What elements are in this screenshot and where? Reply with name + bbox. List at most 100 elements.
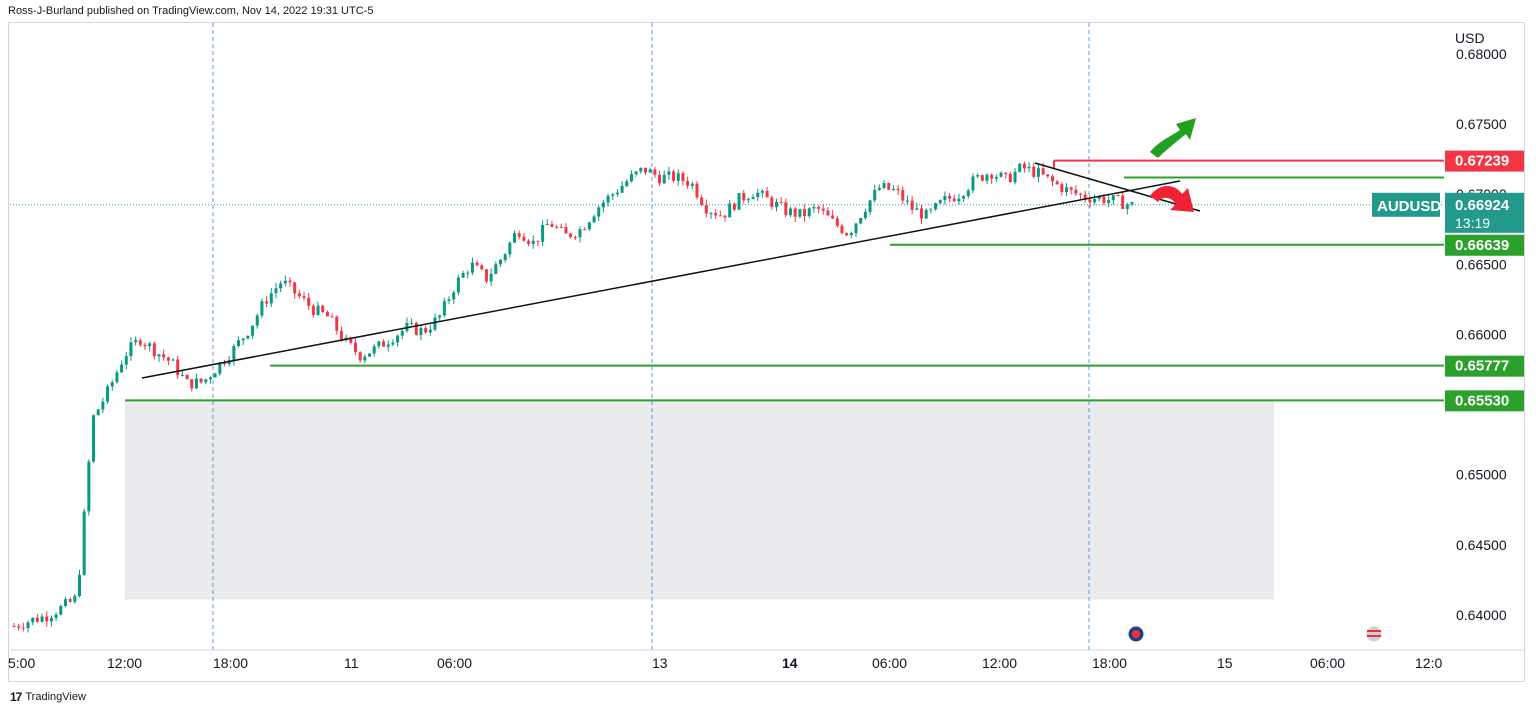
- candle-body: [171, 359, 175, 361]
- candle-body: [564, 227, 568, 234]
- level-tag: [1445, 150, 1524, 172]
- candle-body: [681, 173, 685, 182]
- candle-body: [1027, 166, 1031, 169]
- us-event-flag-icon[interactable]: [1365, 625, 1383, 643]
- candle-body: [1121, 195, 1125, 209]
- candle-body: [1013, 171, 1017, 183]
- candle-body: [1036, 168, 1040, 177]
- candle-body: [601, 202, 605, 208]
- candle-body: [129, 342, 133, 357]
- symbol-tag: [1372, 192, 1440, 217]
- candle-body: [732, 203, 736, 210]
- candle-body: [541, 225, 545, 242]
- candle-body: [391, 342, 395, 345]
- candlestick-chart[interactable]: USD0.640000.645000.650000.655000.660000.…: [0, 0, 1536, 690]
- candle-body: [583, 229, 587, 231]
- candle-body: [760, 190, 764, 193]
- bear-arrow-shape: [1150, 185, 1194, 212]
- candle-body: [714, 213, 718, 216]
- x-tick-label: 18:00: [213, 655, 248, 671]
- candle-body: [269, 293, 273, 304]
- price-tag-label: 0.66924: [1455, 197, 1510, 214]
- x-tick-label: 11: [344, 655, 359, 671]
- tradingview-brand: 17 TradingView: [10, 690, 86, 704]
- candle-body: [40, 616, 44, 622]
- candle-body: [789, 208, 793, 216]
- candle-body: [1097, 196, 1101, 200]
- candle-body: [826, 210, 830, 216]
- candle-body: [905, 200, 909, 202]
- candle-body: [26, 622, 30, 629]
- level-tag-label: 0.67239: [1455, 153, 1509, 170]
- rising-trendline: [141, 180, 1181, 379]
- candle-body: [1107, 200, 1111, 204]
- candle-body: [723, 215, 727, 218]
- candle-body: [891, 188, 895, 190]
- candle-body: [798, 209, 802, 217]
- candle-body: [690, 183, 694, 186]
- candle-body: [353, 342, 357, 353]
- candle-body: [372, 346, 376, 354]
- candle-body: [1125, 204, 1129, 209]
- candle-body: [695, 183, 699, 198]
- candle-body: [658, 174, 662, 184]
- candle-body: [199, 378, 203, 383]
- candle-body: [919, 208, 923, 219]
- y-tick-label: 0.64500: [1456, 537, 1507, 553]
- candle-body: [999, 172, 1003, 177]
- candle-body: [868, 200, 872, 212]
- candle-body: [784, 202, 788, 216]
- candle-body: [1116, 195, 1120, 197]
- candle-body: [424, 328, 428, 333]
- candle-body: [489, 273, 493, 282]
- symbol-tag-label: AUDUSD: [1377, 198, 1441, 215]
- candle-body: [770, 197, 774, 208]
- candle-body: [143, 344, 147, 347]
- candle-body: [419, 328, 423, 335]
- candle-body: [756, 192, 760, 197]
- candle-body: [1018, 163, 1022, 172]
- au-event-flag-icon[interactable]: [1127, 625, 1145, 643]
- candle-body: [606, 195, 610, 203]
- candle-body: [1079, 193, 1083, 195]
- candle-body: [966, 190, 970, 197]
- candle-body: [915, 208, 919, 210]
- candle-body: [330, 316, 334, 318]
- candle-body: [208, 377, 212, 380]
- candle-body: [92, 415, 96, 462]
- candle-body: [480, 265, 484, 270]
- candle-body: [587, 222, 591, 230]
- candle-body: [325, 312, 329, 317]
- candle-body: [962, 196, 966, 199]
- x-tick-label: 15: [1217, 655, 1233, 671]
- candle-body: [901, 190, 905, 201]
- y-tick-label: 0.66500: [1456, 256, 1507, 272]
- candle-body: [625, 181, 629, 186]
- candle-body: [456, 277, 460, 293]
- candle-body: [31, 617, 35, 623]
- candle-body: [386, 344, 390, 347]
- candle-body: [21, 627, 25, 629]
- candle-body: [545, 224, 549, 226]
- candle-body: [255, 315, 259, 326]
- candle-body: [96, 409, 100, 416]
- candle-body: [335, 316, 339, 331]
- level-tag: [1445, 390, 1524, 412]
- candle-body: [358, 352, 362, 361]
- currency-label: USD: [1455, 30, 1485, 46]
- candle-body: [232, 346, 236, 361]
- candle-body: [1088, 199, 1092, 203]
- candle-body: [522, 236, 526, 241]
- candle-body: [410, 322, 414, 324]
- x-tick-label: 13: [652, 655, 668, 671]
- candle-body: [377, 341, 381, 347]
- candle-body: [1102, 196, 1106, 204]
- candle-body: [223, 362, 227, 364]
- candle-body: [265, 301, 269, 304]
- candle-body: [438, 315, 442, 318]
- candle-body: [297, 293, 301, 297]
- candle-body: [311, 305, 315, 315]
- candle-body: [494, 264, 498, 274]
- candle-body: [845, 233, 849, 236]
- candle-body: [718, 215, 722, 217]
